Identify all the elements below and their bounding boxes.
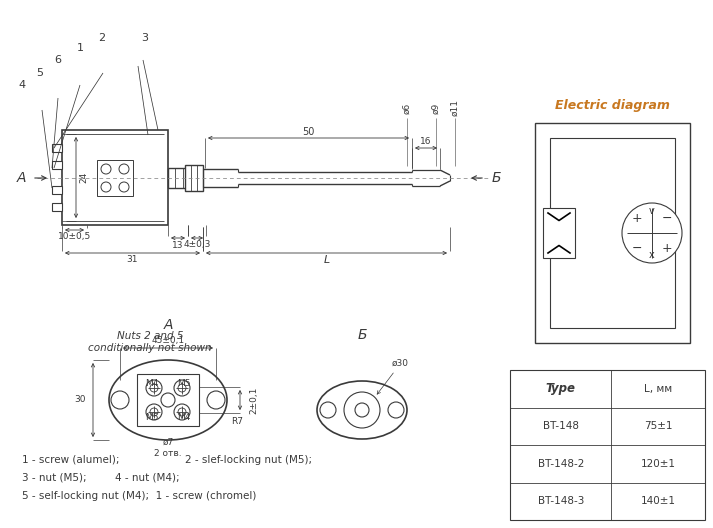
Text: 50: 50 [302,127,314,137]
Text: 24: 24 [80,172,88,183]
Circle shape [178,384,186,392]
Circle shape [388,402,404,418]
Bar [510,370,705,520]
Text: Б: Б [492,171,501,185]
Text: 10±0,5: 10±0,5 [58,232,91,241]
Text: 140±1: 140±1 [641,496,676,506]
Circle shape [111,391,129,409]
Text: x: x [649,250,655,260]
Text: 4: 4 [19,80,26,90]
Text: ø30: ø30 [377,359,409,394]
Text: ø7: ø7 [163,438,174,447]
Circle shape [178,408,186,416]
Text: ø11: ø11 [451,99,459,117]
Text: А: А [16,171,26,185]
Text: 6: 6 [54,55,61,65]
Text: Electric diagram: Electric diagram [555,99,670,111]
Text: M5: M5 [145,413,159,422]
Bar [62,130,168,225]
Text: −: − [662,212,672,224]
Text: v: v [649,206,655,216]
Bar [52,144,62,152]
Text: 2 отв.: 2 отв. [154,448,182,457]
Circle shape [150,384,158,392]
Text: BT-148: BT-148 [543,421,579,431]
Text: M5: M5 [178,379,191,388]
Bar [535,123,690,343]
Text: 4 - nut (M4);: 4 - nut (M4); [115,473,180,483]
Text: ø6: ø6 [403,102,411,114]
Circle shape [101,164,111,174]
Circle shape [119,182,129,192]
Text: 4±0,3: 4±0,3 [183,240,210,250]
Text: А: А [163,318,173,332]
Circle shape [161,393,175,407]
Text: M4: M4 [178,413,190,422]
Bar [185,165,203,191]
Text: 2±0,1: 2±0,1 [250,386,259,413]
Text: +: + [662,241,672,254]
Circle shape [320,402,336,418]
Text: 5: 5 [36,68,43,78]
Circle shape [174,380,190,396]
Text: 13: 13 [173,240,184,250]
Text: 75±1: 75±1 [644,421,672,431]
Bar [137,374,199,426]
Circle shape [344,392,380,428]
Text: R7: R7 [231,418,243,427]
Text: L, мм: L, мм [644,384,672,394]
Text: BT-148-2: BT-148-2 [538,459,584,469]
Text: BT-148-3: BT-148-3 [538,496,584,506]
Text: 1 - screw (alumel);: 1 - screw (alumel); [22,455,120,465]
Bar [52,186,62,194]
Ellipse shape [109,360,227,440]
Text: ø9: ø9 [431,102,441,114]
Text: 120±1: 120±1 [641,459,676,469]
Text: 1: 1 [76,43,83,53]
Text: 31: 31 [127,256,138,265]
Text: 2 - slef-locking nut (M5);: 2 - slef-locking nut (M5); [185,455,312,465]
Ellipse shape [317,381,407,439]
Bar [52,203,62,211]
Text: Б: Б [357,328,366,342]
Text: 5 - self-locking nut (M4);  1 - screw (chromel): 5 - self-locking nut (M4); 1 - screw (ch… [22,491,257,501]
Circle shape [146,404,162,420]
Bar [97,160,133,196]
Text: 16: 16 [420,137,432,146]
Text: +: + [632,212,642,224]
Circle shape [355,403,369,417]
Text: 2: 2 [98,33,106,43]
Circle shape [101,182,111,192]
Text: Type: Type [545,382,575,395]
Text: Nuts 2 and 5
conditionally not shown: Nuts 2 and 5 conditionally not shown [88,331,212,353]
Bar [52,161,62,169]
Text: 3 - nut (M5);: 3 - nut (M5); [22,473,86,483]
Circle shape [174,404,190,420]
Text: L: L [324,255,329,265]
Circle shape [207,391,225,409]
Circle shape [622,203,682,263]
Text: 45±0,1: 45±0,1 [151,336,185,345]
Circle shape [119,164,129,174]
Circle shape [146,380,162,396]
Text: −: − [632,241,642,254]
Text: 3: 3 [141,33,148,43]
Bar [543,208,575,258]
Circle shape [150,408,158,416]
Bar [168,168,190,188]
Text: 30: 30 [74,395,86,404]
Bar [550,138,675,328]
Text: M4: M4 [145,379,159,388]
